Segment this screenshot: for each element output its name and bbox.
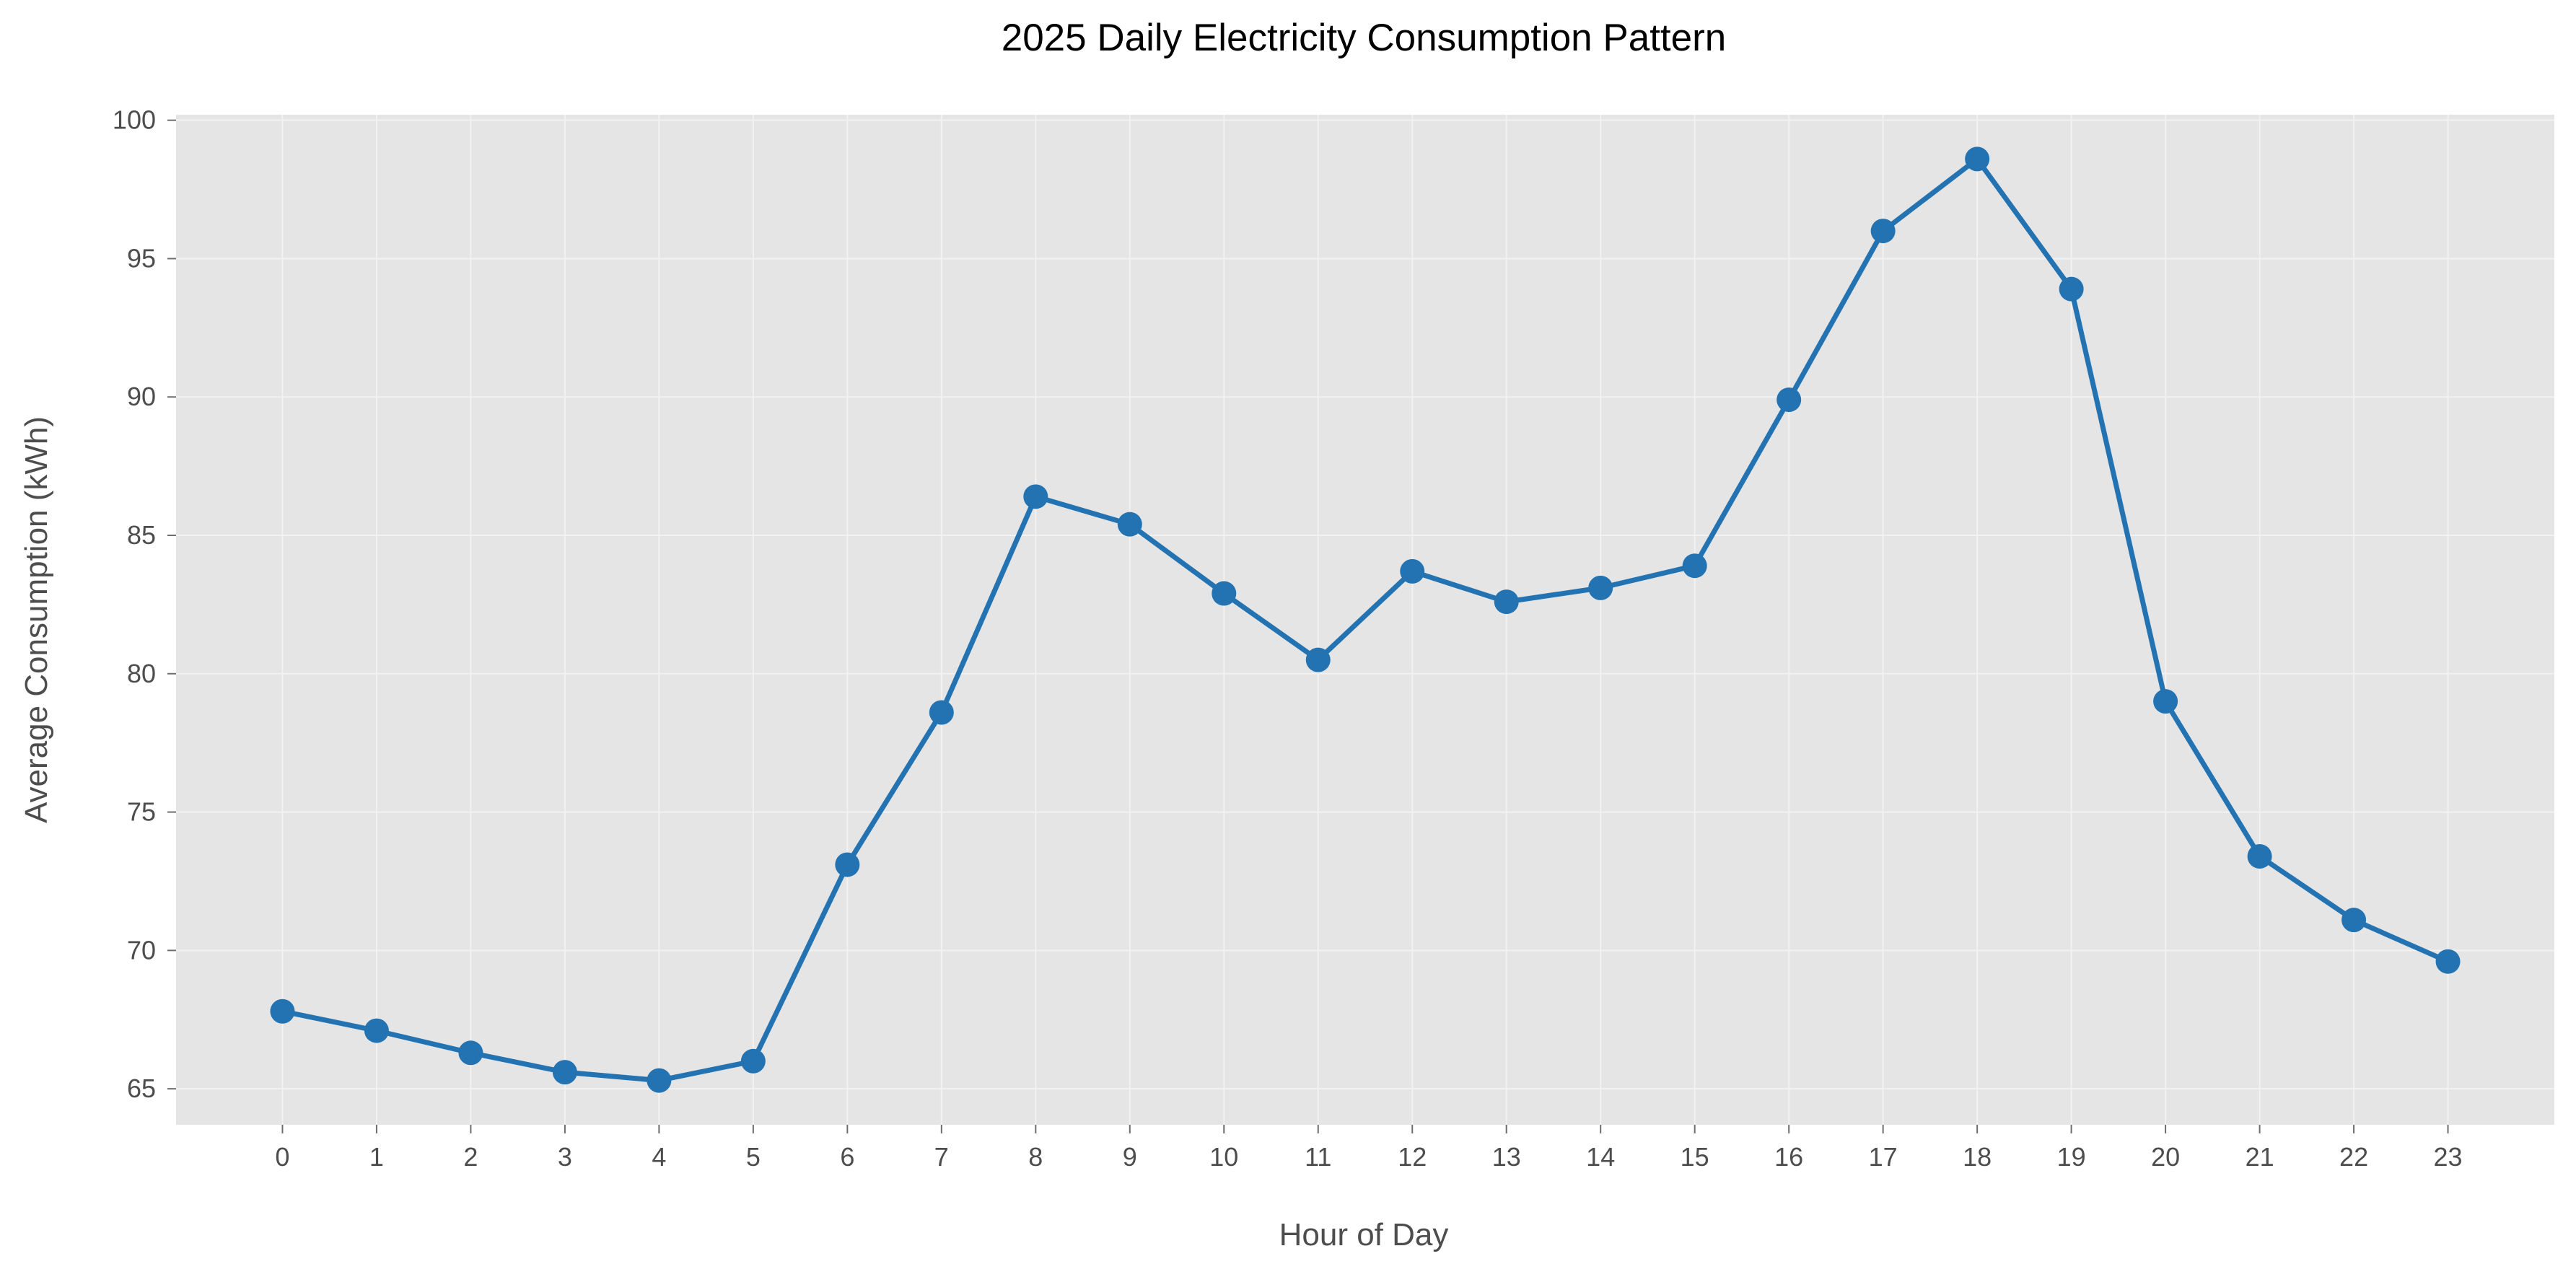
x-tick-label: 7 — [934, 1142, 949, 1172]
data-point — [1682, 553, 1707, 579]
grid-lines — [176, 115, 2554, 1125]
data-point — [835, 852, 860, 877]
chart-title: 2025 Daily Electricity Consumption Patte… — [1002, 17, 1727, 59]
x-tick-label: 11 — [1305, 1142, 1331, 1172]
x-tick-label: 4 — [652, 1142, 666, 1172]
y-tick-label: 90 — [127, 382, 156, 411]
y-tick-label: 75 — [127, 797, 156, 827]
data-point — [1777, 387, 1802, 413]
data-point — [647, 1068, 672, 1093]
x-tick-label: 5 — [746, 1142, 761, 1172]
data-point — [1588, 575, 1613, 600]
series-line — [279, 156, 2451, 1084]
y-tick-label: 65 — [127, 1074, 156, 1103]
data-point — [740, 1048, 766, 1074]
x-tick-label: 12 — [1398, 1142, 1427, 1172]
data-point — [2435, 949, 2461, 974]
x-tick-label: 2 — [463, 1142, 478, 1172]
data-point — [929, 700, 954, 725]
x-tick-label: 8 — [1028, 1142, 1043, 1172]
data-point — [1870, 219, 1896, 244]
data-point — [1212, 581, 1237, 606]
x-tick-label: 13 — [1492, 1142, 1521, 1172]
data-point — [458, 1040, 483, 1066]
data-point — [1023, 484, 1048, 509]
y-tick-label: 85 — [127, 520, 156, 550]
x-tick-label: 21 — [2246, 1142, 2274, 1172]
data-point — [552, 1060, 577, 1085]
series-lines — [279, 156, 2451, 1084]
y-tick-label: 70 — [127, 935, 156, 965]
x-tick-label: 17 — [1869, 1142, 1898, 1172]
x-tick-label: 9 — [1123, 1142, 1137, 1172]
x-tick-label: 1 — [369, 1142, 384, 1172]
data-point — [2247, 843, 2272, 869]
data-point — [1494, 589, 1519, 615]
data-point — [2341, 908, 2367, 933]
data-point — [1117, 512, 1142, 537]
x-tick-label: 3 — [558, 1142, 572, 1172]
data-point — [1965, 146, 1990, 172]
data-points — [270, 146, 2461, 1093]
data-point — [1305, 647, 1331, 672]
plot-area — [176, 115, 2554, 1125]
data-point — [2059, 276, 2084, 302]
x-tick-label: 20 — [2151, 1142, 2180, 1172]
x-tick-label: 6 — [840, 1142, 854, 1172]
y-axis-ticks: 65 70 75 80 85 90 95 100 — [113, 105, 176, 1103]
x-tick-label: 10 — [1209, 1142, 1238, 1172]
x-axis-label: Hour of Day — [1279, 1217, 1449, 1252]
y-tick-label: 95 — [127, 243, 156, 273]
x-tick-label: 16 — [1774, 1142, 1803, 1172]
y-tick-label: 100 — [113, 105, 156, 135]
x-tick-label: 22 — [2339, 1142, 2368, 1172]
x-tick-label: 23 — [2434, 1142, 2463, 1172]
x-tick-label: 14 — [1586, 1142, 1615, 1172]
data-point — [1400, 558, 1425, 584]
x-tick-label: 19 — [2057, 1142, 2086, 1172]
data-point — [364, 1018, 389, 1043]
x-tick-label: 18 — [1963, 1142, 1992, 1172]
y-axis-label: Average Consumption (kWh) — [19, 416, 54, 823]
data-point — [2153, 689, 2178, 714]
y-tick-label: 80 — [127, 659, 156, 688]
x-tick-label: 0 — [275, 1142, 289, 1172]
data-point — [270, 999, 295, 1024]
x-axis-ticks: 0 1 2 3 4 5 6 7 8 9 10 11 12 13 14 15 16 17 18 19 20 21 22 23 — [275, 1125, 2463, 1172]
x-tick-label: 15 — [1681, 1142, 1709, 1172]
